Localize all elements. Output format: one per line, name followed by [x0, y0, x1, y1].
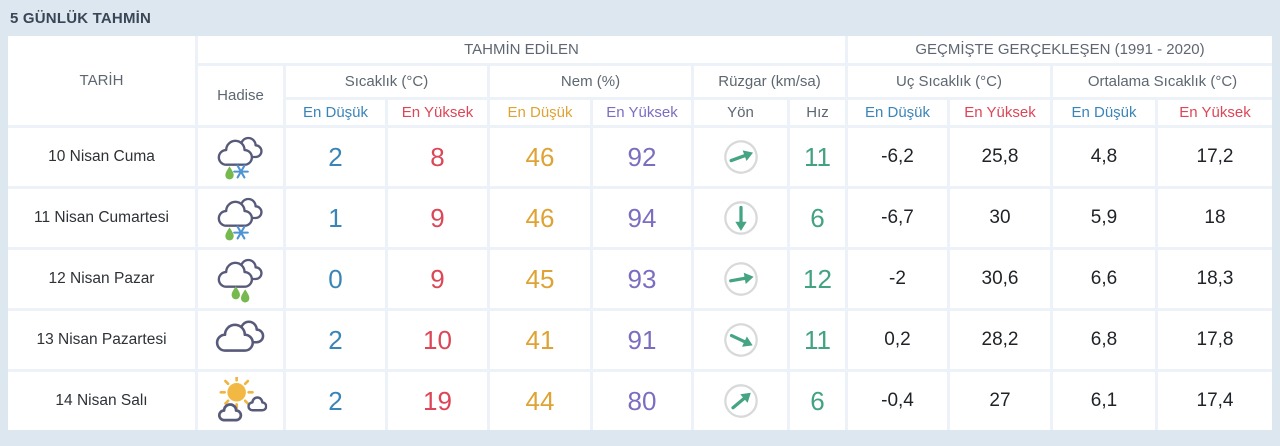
weather-cell [198, 372, 283, 430]
ext-min-value: -2 [848, 250, 947, 308]
sleet-icon [214, 194, 268, 242]
rain-icon [214, 255, 268, 303]
wind-direction-cell [694, 128, 787, 186]
subheader-temp-max: En Yüksek [388, 100, 487, 125]
ext-max-value: 27 [950, 372, 1050, 430]
header-average-temp: Ortalama Sıcaklık (°C) [1053, 66, 1272, 97]
subheader-ext-min: En Düşük [848, 100, 947, 125]
avg-max-value: 17,4 [1158, 372, 1272, 430]
header-past-group: GEÇMİŞTE GERÇEKLEŞEN (1991 - 2020) [848, 36, 1272, 63]
temp-min-value: 1 [286, 189, 385, 247]
humidity-max-value: 93 [593, 250, 691, 308]
temp-max-value: 9 [388, 250, 487, 308]
date-cell: 10 Nisan Cuma [8, 128, 195, 186]
avg-min-value: 6,8 [1053, 311, 1155, 369]
avg-max-value: 17,8 [1158, 311, 1272, 369]
avg-max-value: 17,2 [1158, 128, 1272, 186]
humidity-min-value: 44 [490, 372, 590, 430]
temp-min-value: 2 [286, 128, 385, 186]
header-temperature: Sıcaklık (°C) [286, 66, 487, 97]
date-cell: 13 Nisan Pazartesi [8, 311, 195, 369]
ext-max-value: 28,2 [950, 311, 1050, 369]
ext-min-value: -0,4 [848, 372, 947, 430]
date-cell: 11 Nisan Cumartesi [8, 189, 195, 247]
weather-cell [198, 128, 283, 186]
cloudy-icon [214, 316, 268, 364]
humidity-max-value: 94 [593, 189, 691, 247]
subheader-humidity-min: En Düşük [490, 100, 590, 125]
ext-min-value: 0,2 [848, 311, 947, 369]
date-cell: 12 Nisan Pazar [8, 250, 195, 308]
subheader-temp-min: En Düşük [286, 100, 385, 125]
wind-speed-value: 12 [790, 250, 845, 308]
wind-direction-arrow-icon [718, 257, 762, 301]
weather-cell [198, 311, 283, 369]
subheader-avg-min: En Düşük [1053, 100, 1155, 125]
wind-direction-arrow-icon [715, 315, 765, 365]
wind-direction-cell [694, 189, 787, 247]
subheader-wind-direction: Yön [694, 100, 787, 125]
avg-min-value: 6,1 [1053, 372, 1155, 430]
sleet-icon [214, 133, 268, 181]
ext-max-value: 30,6 [950, 250, 1050, 308]
ext-max-value: 30 [950, 189, 1050, 247]
humidity-min-value: 46 [490, 128, 590, 186]
page-title: 5 GÜNLÜK TAHMİN [10, 10, 152, 27]
subheader-ext-max: En Yüksek [950, 100, 1050, 125]
temp-max-value: 9 [388, 189, 487, 247]
wind-speed-value: 11 [790, 311, 845, 369]
partly-sunny-icon [214, 377, 268, 425]
humidity-max-value: 80 [593, 372, 691, 430]
wind-direction-cell [694, 311, 787, 369]
humidity-min-value: 41 [490, 311, 590, 369]
wind-direction-arrow-icon [722, 199, 760, 237]
avg-min-value: 5,9 [1053, 189, 1155, 247]
subheader-humidity-max: En Yüksek [593, 100, 691, 125]
temp-min-value: 2 [286, 311, 385, 369]
wind-speed-value: 6 [790, 189, 845, 247]
header-date: TARİH [8, 36, 195, 125]
forecast-table: TARİH TAHMİN EDİLEN GEÇMİŞTE GERÇEKLEŞEN… [8, 36, 1272, 430]
humidity-max-value: 91 [593, 311, 691, 369]
wind-direction-cell [694, 372, 787, 430]
humidity-min-value: 45 [490, 250, 590, 308]
avg-max-value: 18 [1158, 189, 1272, 247]
ext-min-value: -6,2 [848, 128, 947, 186]
header-humidity: Nem (%) [490, 66, 691, 97]
wind-speed-value: 11 [790, 128, 845, 186]
header-event: Hadise [198, 66, 283, 125]
humidity-min-value: 46 [490, 189, 590, 247]
wind-direction-cell [694, 250, 787, 308]
header-forecast-group: TAHMİN EDİLEN [198, 36, 845, 63]
temp-max-value: 19 [388, 372, 487, 430]
date-cell: 14 Nisan Salı [8, 372, 195, 430]
avg-min-value: 4,8 [1053, 128, 1155, 186]
temp-min-value: 2 [286, 372, 385, 430]
temp-max-value: 8 [388, 128, 487, 186]
wind-direction-arrow-icon [714, 374, 768, 428]
avg-min-value: 6,6 [1053, 250, 1155, 308]
wind-speed-value: 6 [790, 372, 845, 430]
humidity-max-value: 92 [593, 128, 691, 186]
ext-min-value: -6,7 [848, 189, 947, 247]
avg-max-value: 18,3 [1158, 250, 1272, 308]
temp-min-value: 0 [286, 250, 385, 308]
subheader-avg-max: En Yüksek [1158, 100, 1272, 125]
temp-max-value: 10 [388, 311, 487, 369]
ext-max-value: 25,8 [950, 128, 1050, 186]
header-wind: Rüzgar (km/sa) [694, 66, 845, 97]
header-extreme-temp: Uç Sıcaklık (°C) [848, 66, 1050, 97]
weather-cell [198, 250, 283, 308]
weather-cell [198, 189, 283, 247]
wind-direction-arrow-icon [716, 133, 765, 182]
subheader-wind-speed: Hız [790, 100, 845, 125]
